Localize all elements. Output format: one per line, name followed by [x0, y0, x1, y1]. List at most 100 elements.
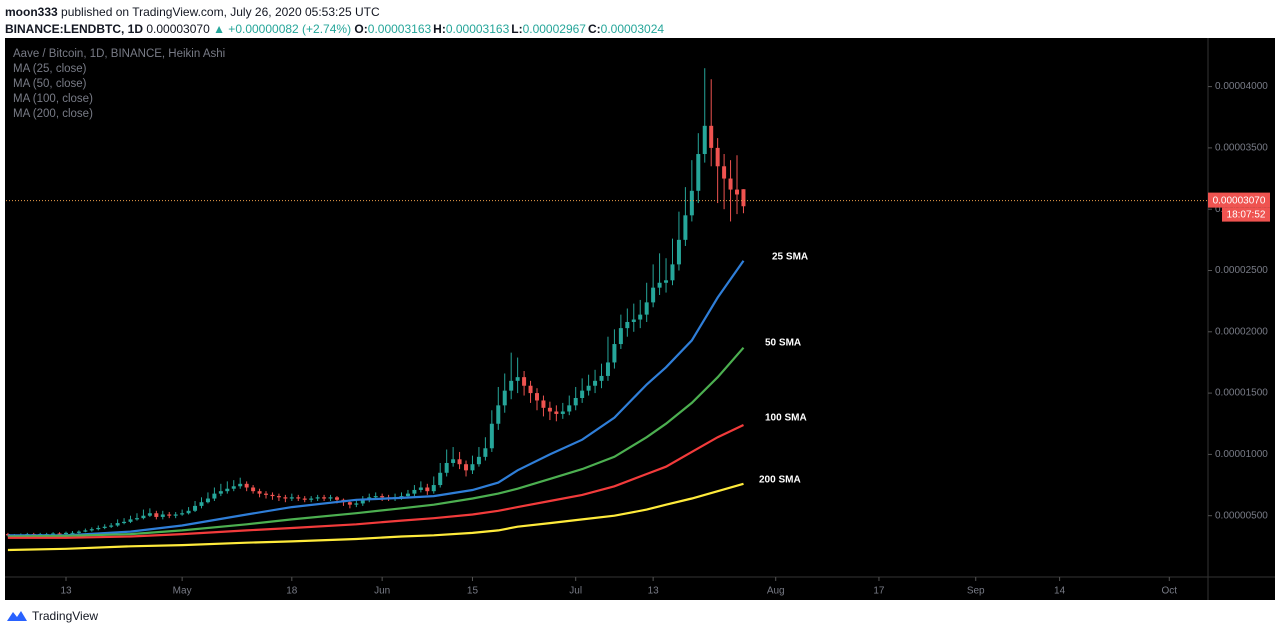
- ma-annotation: 200 SMA: [759, 475, 801, 486]
- candle-body: [554, 411, 559, 414]
- ohlc-value: 0.00003163: [367, 22, 432, 36]
- candle-body: [715, 147, 720, 167]
- publish-line: moon333 published on TradingView.com, Ju…: [5, 4, 666, 21]
- ohlc-value: 0.00002967: [522, 22, 586, 36]
- candle-body: [173, 514, 178, 516]
- legend-entry: MA (25, close): [13, 63, 87, 75]
- y-tick-label: 0.00002500: [1215, 265, 1268, 276]
- symbol-line: BINANCE:LENDBTC, 1D 0.00003070 ▲ +0.0000…: [5, 21, 666, 38]
- header: moon333 published on TradingView.com, Ju…: [5, 4, 666, 38]
- candle-body: [134, 518, 139, 520]
- ohlc-value: 0.00003024: [600, 22, 665, 36]
- candle-body: [264, 493, 269, 495]
- candle-body: [722, 166, 727, 179]
- candle-body: [212, 493, 217, 499]
- candle-body: [728, 178, 733, 190]
- candle-body: [231, 486, 236, 489]
- candle-body: [625, 321, 630, 329]
- ma-line: [7, 424, 744, 539]
- ma-line: [7, 260, 745, 537]
- y-tick-label: 0.00004000: [1215, 81, 1268, 92]
- symbol: BINANCE:LENDBTC, 1D: [5, 22, 143, 36]
- candle-body: [464, 464, 469, 471]
- candle-body: [251, 487, 256, 492]
- x-tick-label: 15: [467, 586, 479, 597]
- ohlc-label: H:: [433, 22, 446, 36]
- candle-body: [657, 282, 662, 288]
- chart: Aave / Bitcoin, 1D, BINANCE, Heikin Ashi…: [5, 38, 1275, 600]
- candle-body: [696, 154, 701, 191]
- candle-body: [489, 423, 494, 449]
- x-tick-label: 13: [648, 586, 660, 597]
- candle-body: [225, 488, 230, 492]
- candle-body: [534, 393, 539, 401]
- brand: TradingView: [32, 609, 99, 623]
- y-tick-label: 0.00001500: [1215, 388, 1268, 399]
- x-tick-label: Sep: [967, 586, 985, 597]
- candle-body: [51, 533, 56, 535]
- candle-body: [599, 375, 604, 381]
- candle-body: [405, 493, 410, 497]
- chart-title: Aave / Bitcoin, 1D, BINANCE, Heikin Ashi: [13, 48, 225, 60]
- candle-body: [154, 513, 159, 517]
- candle-body: [309, 498, 314, 500]
- candle-body: [457, 459, 462, 465]
- x-tick-label: 13: [60, 586, 72, 597]
- candle-body: [605, 362, 610, 376]
- ma-annotation: 100 SMA: [765, 413, 807, 424]
- ma-annotation: 25 SMA: [772, 252, 808, 263]
- candle-body: [257, 491, 262, 494]
- ohlc: O:0.00003163 H:0.00003163 L:0.00002967 C:0.…: [354, 22, 666, 36]
- footer: TradingView: [6, 609, 98, 623]
- candle-body: [425, 487, 430, 492]
- logo: [7, 611, 27, 621]
- candle-body: [167, 514, 172, 516]
- candle-body: [412, 489, 417, 494]
- candle-body: [709, 125, 714, 148]
- candle-body: [612, 344, 617, 363]
- candle-body: [193, 505, 198, 511]
- candle-body: [651, 287, 656, 303]
- price-label: 0.00003070: [1213, 195, 1266, 206]
- candle-body: [573, 398, 578, 406]
- ohlc-label: O:: [354, 22, 368, 36]
- candle-body: [380, 496, 385, 498]
- candle-body: [128, 519, 133, 522]
- candle-body: [70, 532, 75, 534]
- candle-body: [741, 189, 746, 207]
- candle-body: [470, 464, 475, 471]
- candle-body: [593, 380, 598, 386]
- candle-body: [509, 380, 514, 391]
- candle-body: [476, 456, 481, 465]
- change: ▲ +0.00000082 (+2.74%): [213, 22, 352, 36]
- candle-body: [276, 496, 281, 498]
- ma-line: [7, 346, 745, 538]
- candle-body: [431, 485, 436, 492]
- candle-body: [438, 472, 443, 486]
- x-tick-label: 18: [286, 586, 298, 597]
- candle-body: [541, 400, 546, 408]
- candle-body: [644, 302, 649, 315]
- candle-body: [735, 189, 740, 195]
- candle-body: [315, 497, 320, 499]
- candle-body: [360, 499, 365, 504]
- candle-body: [122, 521, 127, 524]
- candle-body: [89, 529, 94, 531]
- candle-body: [141, 515, 146, 519]
- candle-body: [496, 405, 501, 424]
- candle-body: [418, 487, 423, 490]
- candle-body: [528, 385, 533, 394]
- ma-annotation: 50 SMA: [765, 338, 801, 349]
- candle-body: [96, 527, 101, 530]
- y-tick-label: 0.00003500: [1215, 143, 1268, 154]
- candle-body: [560, 411, 565, 414]
- candle-body: [322, 497, 327, 499]
- legend-entry: MA (100, close): [13, 93, 93, 105]
- candle-body: [270, 494, 275, 497]
- candle-body: [444, 462, 449, 473]
- ma-line: [7, 482, 744, 552]
- candle-body: [180, 513, 185, 515]
- countdown: 18:07:52: [1227, 209, 1266, 220]
- candle-body: [618, 328, 623, 345]
- candle-body: [399, 496, 404, 498]
